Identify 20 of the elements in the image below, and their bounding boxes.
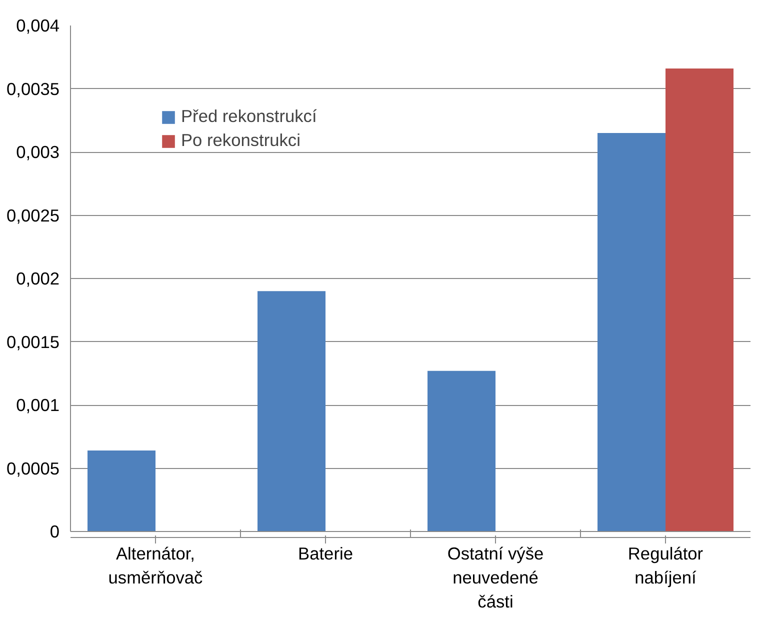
- legend-label: Před rekonstrukcí: [181, 106, 317, 127]
- x-tick-label: Ostatní výše neuvedené části: [447, 544, 544, 612]
- y-tick-label: 0,0015: [6, 332, 60, 352]
- y-tick-label: 0,001: [16, 395, 60, 415]
- bar: [598, 133, 666, 532]
- y-tick-label: 0: [50, 522, 60, 542]
- bar: [258, 291, 326, 532]
- y-tick-label: 0,002: [16, 268, 60, 288]
- y-tick-label: 0,0025: [6, 205, 60, 226]
- bar: [428, 370, 496, 532]
- y-tick-label: 0,0035: [6, 78, 60, 99]
- y-tick-label: 0,004: [16, 16, 60, 36]
- x-tick-label: Baterie: [298, 544, 353, 564]
- y-tick-label: 0,0005: [6, 458, 60, 478]
- bar: [88, 450, 156, 532]
- legend-label: Po rekonstrukci: [181, 130, 300, 151]
- y-tick-label: 0,003: [16, 142, 60, 162]
- bar: [666, 68, 734, 532]
- x-tick-label: Alternátor, usměrňovač: [108, 544, 204, 588]
- x-tick-label: Regulátor nabíjení: [628, 544, 704, 588]
